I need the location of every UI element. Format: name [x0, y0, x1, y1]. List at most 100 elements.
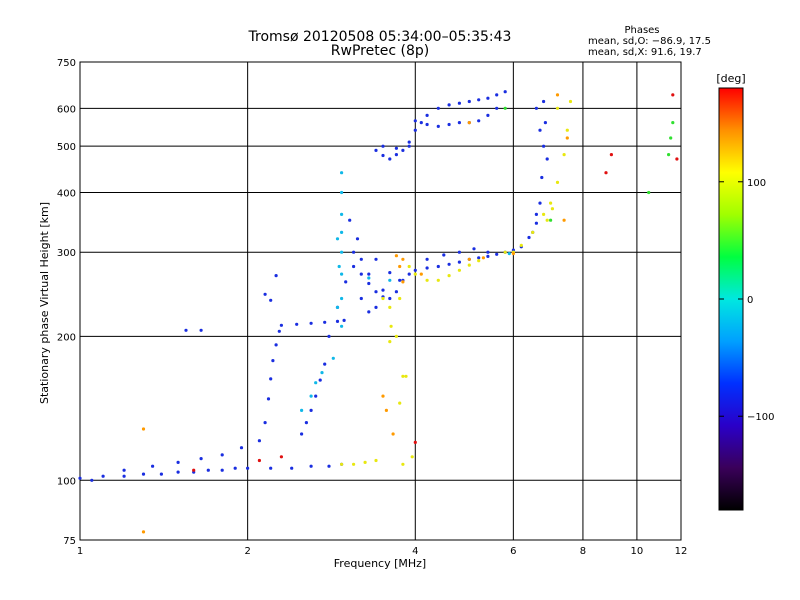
data-point [467, 121, 471, 125]
data-point [495, 252, 499, 256]
y-tick-label: 200 [57, 332, 76, 343]
data-point [290, 466, 294, 470]
data-point [239, 446, 244, 450]
data-point [141, 530, 146, 534]
data-point [388, 340, 392, 344]
data-point [340, 190, 344, 195]
data-point [159, 472, 163, 476]
data-point [534, 212, 539, 216]
data-point [447, 103, 451, 107]
data-point [495, 93, 499, 97]
chart-title-line1: Tromsø 20120508 05:34:00–05:35:43 [248, 29, 512, 45]
data-point [388, 271, 392, 275]
data-point [340, 324, 344, 328]
data-point [359, 272, 363, 276]
data-point [220, 453, 224, 457]
data-point [257, 439, 261, 443]
data-point [101, 474, 105, 478]
y-tick-label: 600 [57, 104, 76, 115]
plot-frame [79, 61, 682, 541]
data-point [495, 106, 499, 110]
data-point [309, 464, 313, 468]
data-point [176, 470, 180, 474]
data-point [391, 432, 395, 436]
data-point [337, 264, 341, 269]
y-tick-label: 100 [57, 476, 76, 487]
chart-title-line2: RwPretec (8p) [331, 43, 429, 59]
data-point [538, 128, 542, 132]
data-point [304, 421, 308, 425]
data-point [527, 235, 531, 240]
data-point [394, 153, 398, 157]
data-point [274, 343, 278, 347]
data-point [511, 252, 515, 256]
data-point [340, 250, 344, 254]
data-point [481, 256, 485, 260]
data-point [309, 394, 313, 398]
data-point [436, 106, 440, 110]
x-tick-label: 8 [580, 546, 586, 557]
data-point [425, 278, 429, 282]
colorbar-unit-label: [deg] [716, 72, 745, 85]
colorbar-tick-label: −100 [747, 412, 774, 423]
x-tick-label: 10 [631, 546, 644, 557]
data-point [413, 272, 417, 276]
data-point [447, 122, 451, 127]
data-point [407, 264, 411, 269]
data-point [314, 394, 318, 398]
data-point [669, 136, 673, 140]
data-point [545, 157, 549, 161]
data-point [374, 290, 378, 294]
data-point [340, 272, 344, 276]
data-point [359, 257, 363, 261]
data-point [367, 272, 371, 276]
y-tick-label: 500 [57, 142, 76, 153]
data-point [457, 250, 461, 254]
data-point [447, 274, 451, 278]
data-point [309, 408, 313, 412]
data-point [389, 324, 393, 328]
data-point [352, 462, 356, 466]
data-point [419, 272, 423, 276]
data-point [340, 462, 344, 466]
data-point [340, 212, 344, 216]
data-point [381, 153, 385, 158]
x-tick-label: 6 [510, 546, 516, 557]
data-point [388, 305, 392, 309]
data-point [335, 305, 340, 309]
data-point [534, 221, 539, 225]
data-point [503, 250, 507, 254]
data-point [314, 381, 318, 385]
data-point [457, 268, 461, 272]
data-point [425, 113, 429, 117]
data-point [542, 99, 546, 104]
data-point [318, 378, 322, 382]
data-point [394, 334, 398, 338]
y-tick-label: 750 [57, 58, 76, 69]
data-point [394, 290, 398, 294]
data-point [327, 464, 331, 468]
data-point [486, 250, 490, 254]
data-point [531, 230, 535, 234]
data-point [374, 148, 378, 152]
data-point [519, 243, 523, 247]
data-point [151, 464, 155, 468]
data-point [352, 250, 356, 254]
data-point [545, 218, 549, 222]
data-point [472, 247, 476, 251]
data-point [176, 460, 180, 464]
data-point [374, 458, 378, 463]
data-point [543, 121, 548, 125]
data-point [407, 140, 411, 144]
data-point [199, 328, 203, 332]
data-point [233, 466, 237, 470]
data-point [246, 466, 250, 470]
y-tick-label: 300 [57, 248, 76, 259]
colorbar-tick-label: 0 [747, 295, 753, 306]
data-point [407, 272, 411, 276]
data-point [269, 466, 273, 470]
data-point [359, 296, 363, 301]
y-tick-label: 75 [63, 536, 76, 547]
data-point [269, 377, 273, 381]
data-point [457, 260, 461, 264]
